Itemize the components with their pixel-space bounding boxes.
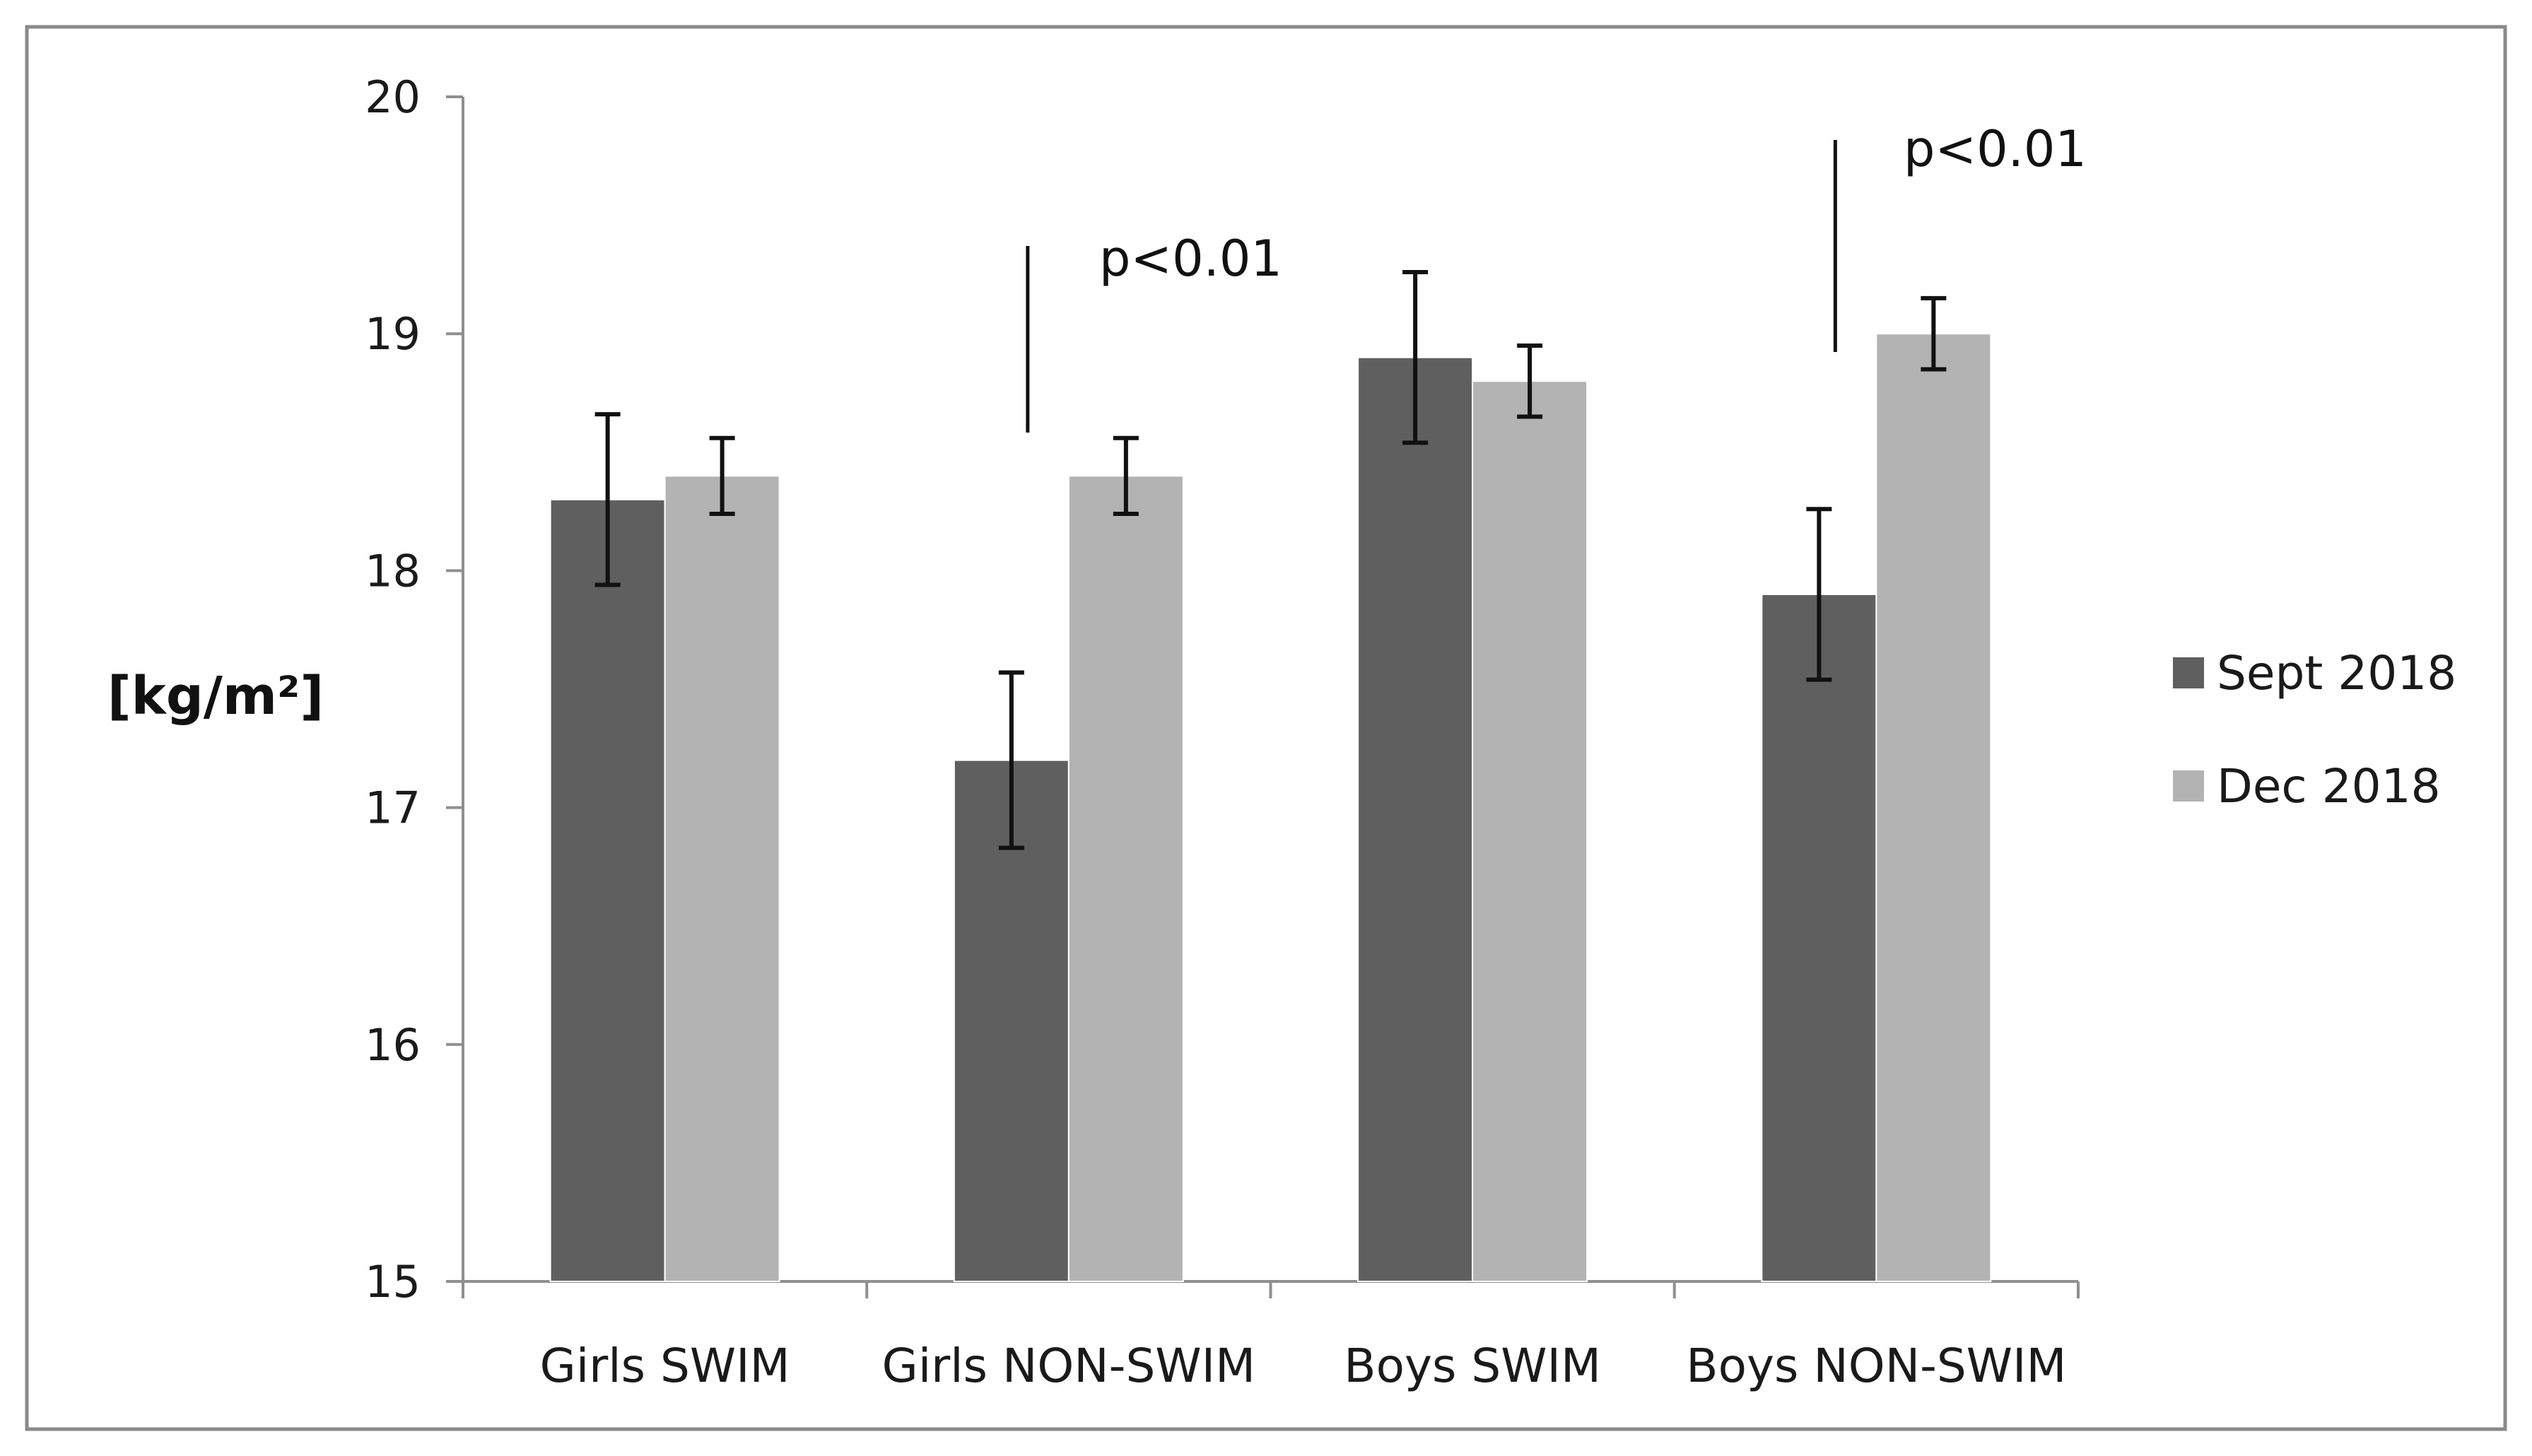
significance-label-boys-non-swim: p<0.01: [1904, 120, 2087, 178]
significance-label-girls-non-swim: p<0.01: [1099, 230, 1282, 288]
x-tick-label-boys-swim: Boys SWIM: [1344, 1339, 1601, 1393]
bars: [549, 333, 1992, 1283]
y-tick-label-17: 17: [365, 782, 421, 834]
legend-label-dec-2018: Dec 2018: [2217, 759, 2441, 814]
y-tick-label-16: 16: [365, 1019, 421, 1071]
bar-girls-swim-sept-2018: [549, 498, 666, 1283]
legend: Sept 2018 Dec 2018: [2173, 646, 2456, 814]
bar-girls-swim-dec-2018: [664, 475, 780, 1283]
bar-boys-non-swim-dec-2018: [1875, 333, 1992, 1283]
significance-annotations: p<0.01 p<0.01: [1026, 120, 2087, 433]
x-tick-label-boys-non-swim: Boys NON-SWIM: [1686, 1339, 2066, 1393]
y-tick-label-18: 18: [365, 545, 421, 597]
legend-label-sept-2018: Sept 2018: [2217, 646, 2456, 700]
x-tick-label-girls-swim: Girls SWIM: [540, 1339, 790, 1393]
chart-border: [25, 25, 2507, 1431]
bar-boys-non-swim-sept-2018: [1761, 593, 1877, 1282]
legend-swatch-dec-2018: [2173, 770, 2204, 802]
x-tick-label-girls-non-swim: Girls NON-SWIM: [882, 1339, 1255, 1393]
error-bars: [594, 270, 1947, 850]
legend-swatch-sept-2018: [2173, 657, 2204, 688]
axes: 15 16 17 18 19 20 Girls SWIM Girls NON-SWIM Boys…: [365, 71, 2080, 1393]
y-tick-label-19: 19: [365, 308, 421, 360]
bar-boys-swim-sept-2018: [1357, 356, 1474, 1283]
y-tick-label-15: 15: [365, 1256, 421, 1308]
bar-boys-swim-dec-2018: [1472, 380, 1588, 1282]
y-axis-title: [kg/m²]: [107, 666, 324, 727]
y-tick-label-20: 20: [365, 71, 421, 123]
bar-girls-non-swim-dec-2018: [1067, 475, 1184, 1283]
